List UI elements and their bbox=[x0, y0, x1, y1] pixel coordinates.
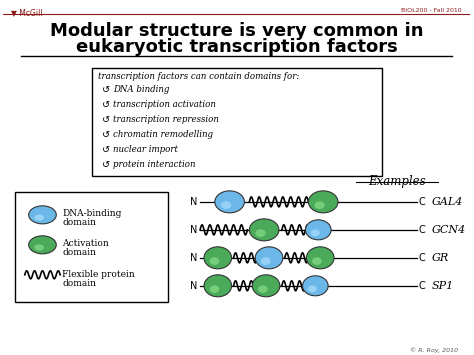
Text: domain: domain bbox=[62, 248, 96, 257]
Text: eukaryotic transcription factors: eukaryotic transcription factors bbox=[76, 38, 397, 56]
Text: Activation: Activation bbox=[62, 239, 109, 248]
Text: Modular structure is very common in: Modular structure is very common in bbox=[50, 22, 423, 40]
Ellipse shape bbox=[312, 257, 322, 265]
Text: GAL4: GAL4 bbox=[431, 197, 463, 207]
Text: N: N bbox=[190, 281, 197, 291]
Text: C: C bbox=[419, 225, 426, 235]
Text: Examples: Examples bbox=[368, 175, 426, 188]
Ellipse shape bbox=[302, 276, 328, 296]
Ellipse shape bbox=[255, 229, 266, 237]
Ellipse shape bbox=[204, 247, 232, 269]
Ellipse shape bbox=[307, 247, 334, 269]
Ellipse shape bbox=[314, 201, 325, 209]
Text: chromatin remodelling: chromatin remodelling bbox=[113, 130, 213, 139]
Text: domain: domain bbox=[62, 218, 96, 227]
Ellipse shape bbox=[308, 285, 317, 292]
Ellipse shape bbox=[34, 214, 44, 221]
Ellipse shape bbox=[305, 220, 331, 240]
Ellipse shape bbox=[261, 257, 271, 265]
Text: DNA binding: DNA binding bbox=[113, 85, 170, 94]
Ellipse shape bbox=[215, 191, 245, 213]
Text: BIOL200 - Fall 2010: BIOL200 - Fall 2010 bbox=[401, 8, 462, 13]
Text: ▼ McGill: ▼ McGill bbox=[11, 8, 43, 17]
Text: ↺: ↺ bbox=[101, 145, 109, 155]
Text: SP1: SP1 bbox=[431, 281, 454, 291]
Text: GR: GR bbox=[431, 253, 449, 263]
Ellipse shape bbox=[249, 219, 279, 241]
Text: Flexible protein: Flexible protein bbox=[62, 270, 135, 279]
Text: N: N bbox=[190, 197, 197, 207]
Text: ↺: ↺ bbox=[101, 100, 109, 110]
Text: ↺: ↺ bbox=[101, 130, 109, 140]
Text: ↺: ↺ bbox=[101, 160, 109, 170]
Ellipse shape bbox=[29, 206, 56, 224]
Ellipse shape bbox=[258, 285, 268, 293]
Text: ↺: ↺ bbox=[101, 85, 109, 95]
Ellipse shape bbox=[221, 201, 231, 209]
Text: domain: domain bbox=[62, 279, 96, 288]
Ellipse shape bbox=[210, 285, 219, 293]
Text: transcription factors can contain domains for:: transcription factors can contain domain… bbox=[98, 72, 299, 81]
Text: C: C bbox=[419, 197, 426, 207]
Ellipse shape bbox=[29, 236, 56, 254]
Text: DNA-binding: DNA-binding bbox=[62, 209, 121, 218]
Text: protein interaction: protein interaction bbox=[113, 160, 196, 169]
Text: ↺: ↺ bbox=[101, 115, 109, 125]
Text: nuclear import: nuclear import bbox=[113, 145, 178, 154]
Text: © R. Roy, 2010: © R. Roy, 2010 bbox=[410, 348, 458, 353]
Text: transcription activation: transcription activation bbox=[113, 100, 216, 109]
Ellipse shape bbox=[252, 275, 280, 297]
FancyBboxPatch shape bbox=[92, 68, 383, 176]
Ellipse shape bbox=[210, 257, 219, 265]
Ellipse shape bbox=[204, 275, 232, 297]
Text: N: N bbox=[190, 253, 197, 263]
Text: C: C bbox=[419, 281, 426, 291]
FancyBboxPatch shape bbox=[15, 192, 168, 302]
Text: N: N bbox=[190, 225, 197, 235]
Text: C: C bbox=[419, 253, 426, 263]
Ellipse shape bbox=[255, 247, 283, 269]
Text: GCN4: GCN4 bbox=[431, 225, 466, 235]
Text: transcription repression: transcription repression bbox=[113, 115, 219, 124]
Ellipse shape bbox=[309, 191, 338, 213]
Ellipse shape bbox=[311, 229, 319, 236]
Ellipse shape bbox=[34, 244, 44, 251]
